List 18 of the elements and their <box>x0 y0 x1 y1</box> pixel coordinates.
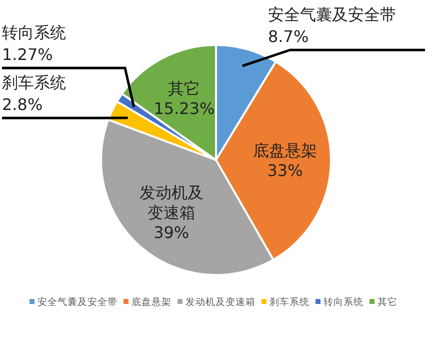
data-label: 1.27% <box>2 45 53 64</box>
legend-label: 发动机及变速箱 <box>186 296 256 308</box>
data-label: 39% <box>152 222 190 243</box>
legend-label: 安全气囊及安全带 <box>38 296 118 308</box>
data-label: 15.23% <box>152 98 216 119</box>
slice-label: 刹车系统 <box>2 73 66 92</box>
slice-label: 安全气囊及安全带 <box>268 5 396 24</box>
slice-label: 底盘悬架 <box>252 140 318 161</box>
data-label: 8.7% <box>268 27 309 46</box>
slice-label: 转向系统 <box>2 23 66 42</box>
legend-label: 其它 <box>378 296 398 308</box>
data-label: 33% <box>266 160 304 181</box>
slice-label: 其它 <box>167 78 202 99</box>
data-label: 2.8% <box>2 95 43 114</box>
legend-label: 底盘悬架 <box>132 296 172 308</box>
legend-label: 刹车系统 <box>270 296 310 308</box>
legend-label: 转向系统 <box>324 296 364 308</box>
slice-label: 发动机及变速箱 <box>138 182 204 223</box>
